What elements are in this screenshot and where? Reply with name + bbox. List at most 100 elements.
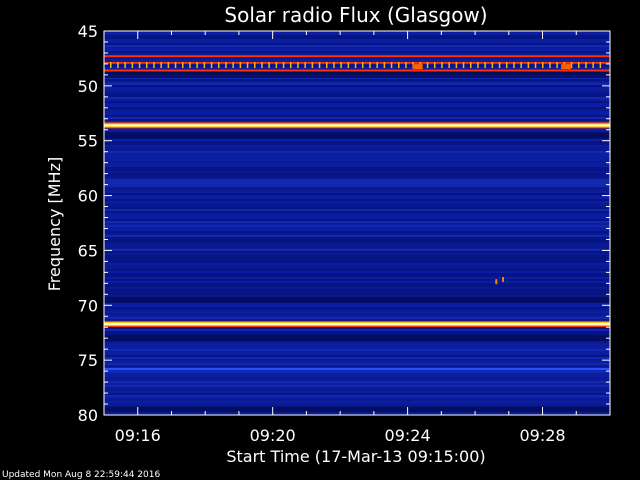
interference-tick <box>570 62 573 69</box>
spectrogram-row <box>104 173 610 175</box>
spectrogram-row <box>104 45 610 47</box>
interference-tick <box>578 62 580 69</box>
spectrogram-row <box>104 389 610 391</box>
spectrogram-row <box>104 177 610 179</box>
spectrogram-row <box>104 157 610 159</box>
interference-tick <box>390 62 393 69</box>
x-axis: 09:16 09:20 09:24 09:28 <box>103 31 611 445</box>
spectrogram-row <box>104 159 610 161</box>
y-tick-label: 70 <box>78 296 98 315</box>
spectrogram-row <box>104 247 610 249</box>
dark-band <box>104 335 610 342</box>
spectrogram-row <box>104 115 610 117</box>
spectrogram-row <box>104 225 610 227</box>
spectrogram-row <box>104 111 610 113</box>
spectrogram-row <box>104 149 610 151</box>
y-tick-label: 80 <box>78 406 98 425</box>
spectrogram-row <box>104 383 610 385</box>
spectrogram-row <box>104 89 610 91</box>
spectrogram-row <box>104 79 610 81</box>
bright-band-peak <box>104 124 610 127</box>
spectrogram-row <box>104 175 610 177</box>
interference-tick <box>318 62 321 69</box>
interference-tick <box>110 62 112 69</box>
interference-tick <box>556 62 558 69</box>
interference-tick <box>354 62 357 69</box>
spectrogram-row <box>104 33 610 35</box>
spectrogram-row <box>104 231 610 233</box>
spectrogram-row <box>104 139 610 141</box>
interference-tick <box>254 62 256 69</box>
interference-tick <box>426 62 429 69</box>
spectrogram-row <box>104 217 610 219</box>
spectrogram-row <box>104 161 610 163</box>
interference-tick <box>520 62 522 69</box>
interference-tick <box>455 62 458 69</box>
spectrogram-row <box>104 395 610 397</box>
spectrogram-row <box>104 315 610 317</box>
y-tick-label: 60 <box>78 187 98 206</box>
interference-tick <box>405 62 407 69</box>
spectrogram-row <box>104 375 610 377</box>
interference-band <box>104 55 610 58</box>
spectrogram-row <box>104 271 610 273</box>
spectrogram-row <box>104 351 610 353</box>
spectrogram-row <box>104 169 610 171</box>
interference-tick <box>196 62 198 69</box>
interference-tick <box>131 62 134 69</box>
x-axis-label: Start Time (17-Mar-13 09:15:00) <box>226 447 485 466</box>
spectrogram-row <box>104 119 610 121</box>
interference-tick <box>167 62 170 69</box>
spectrogram-row <box>104 43 610 45</box>
spectrogram-row <box>104 209 610 211</box>
spectrogram-row <box>104 107 610 109</box>
interference-tick <box>462 62 465 69</box>
spectrogram-row <box>104 285 610 287</box>
interference-tick <box>146 62 148 69</box>
spectrogram-row <box>104 57 610 59</box>
spectrogram-row <box>104 155 610 157</box>
interference-tick <box>304 62 306 69</box>
spectrogram-row <box>104 245 610 247</box>
interference-tick <box>383 62 386 69</box>
spectrogram-row <box>104 117 610 119</box>
burst-dot <box>502 276 505 282</box>
burst-blob <box>412 64 423 70</box>
y-tick-label: 55 <box>78 132 98 151</box>
spectrogram-row <box>104 261 610 263</box>
interference-tick <box>340 62 342 69</box>
spectrogram-row <box>104 253 610 255</box>
spectrogram-row <box>104 53 610 55</box>
spectrogram-row <box>104 47 610 49</box>
spectrogram-row <box>104 319 610 321</box>
spectrogram-row <box>104 295 610 297</box>
spectrogram-row <box>104 243 610 245</box>
spectrogram-row <box>104 391 610 393</box>
dark-band <box>104 296 610 303</box>
spectrogram-row <box>104 81 610 83</box>
spectrogram-row <box>104 327 610 329</box>
plot-frame <box>103 30 611 416</box>
spectrogram-row <box>104 109 610 111</box>
spectrogram-row <box>104 293 610 295</box>
spectrogram-row <box>104 233 610 235</box>
spectrogram-row <box>104 59 610 61</box>
spectrogram-row <box>104 397 610 399</box>
spectrogram-row <box>104 97 610 99</box>
spectrogram-row <box>104 403 610 405</box>
interference-tick <box>491 62 494 69</box>
interference-tick <box>542 62 544 69</box>
interference-tick <box>203 62 206 69</box>
spectrogram-row <box>104 37 610 39</box>
spectrogram-row <box>104 49 610 51</box>
spectrogram-row <box>104 219 610 221</box>
spectrogram-row <box>104 87 610 89</box>
spectrogram-row <box>104 179 610 181</box>
spectrogram-row <box>104 91 610 93</box>
spectrogram-row <box>104 41 610 43</box>
spectrogram-row <box>104 265 610 267</box>
bright-band-peak <box>104 322 610 325</box>
spectrogram-row <box>104 281 610 283</box>
spectrogram-row <box>104 141 610 143</box>
interference-tick <box>218 62 220 69</box>
